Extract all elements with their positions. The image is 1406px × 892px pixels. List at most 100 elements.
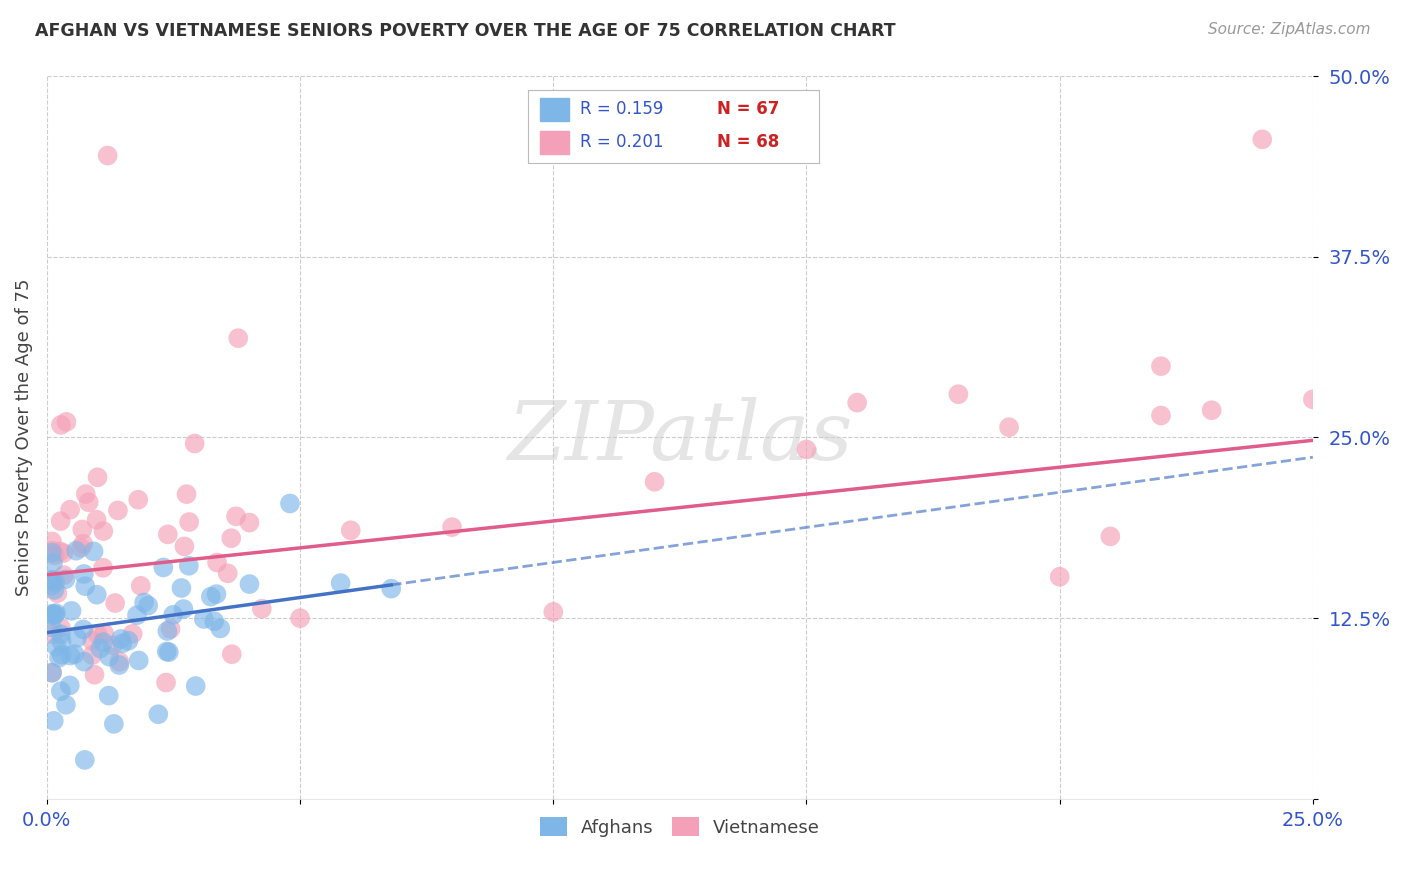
Point [52,568,75,582]
Point [117,633,139,648]
Point [200,590,222,604]
Point [103,717,125,731]
Point [63,647,86,661]
Point [42,714,65,728]
Point [75,579,97,593]
Point [87,627,110,641]
Point [60,604,83,618]
Point [136,599,159,613]
Point [238,577,260,591]
Point [221,647,243,661]
Point [73,566,96,581]
Point [44,582,66,597]
Point [1201,403,1223,417]
Point [55,698,77,712]
Point [129,579,152,593]
Point [59,502,82,516]
Point [101,638,124,652]
Point [41,534,63,549]
Point [86,588,108,602]
Point [45,640,67,654]
Point [1302,392,1324,407]
Point [148,707,170,722]
Point [1099,529,1122,543]
Point [42,607,65,622]
Point [41,607,63,621]
Point [66,631,89,645]
Point [209,621,232,635]
Point [97,148,120,162]
Point [1251,132,1274,146]
Point [111,636,134,650]
Point [104,596,127,610]
Point [108,655,131,669]
Point [1150,409,1173,423]
Point [155,675,177,690]
Text: ZIPatlas: ZIPatlas [508,398,852,477]
Point [288,611,311,625]
Point [128,653,150,667]
Point [82,648,104,662]
Point [176,487,198,501]
Legend: Afghans, Vietnamese: Afghans, Vietnamese [533,810,827,844]
Point [72,623,94,637]
Point [97,689,120,703]
Point [77,495,100,509]
Point [98,649,121,664]
Point [125,608,148,623]
Point [205,587,228,601]
Point [217,566,239,581]
Point [93,626,115,640]
Point [82,633,104,648]
Y-axis label: Seniors Poverty Over the Age of 75: Seniors Poverty Over the Age of 75 [15,278,32,596]
Text: Source: ZipAtlas.com: Source: ZipAtlas.com [1208,22,1371,37]
Point [86,470,108,484]
Point [156,644,179,658]
Point [108,658,131,673]
Point [179,515,201,529]
Point [93,524,115,538]
Point [380,582,402,596]
Point [184,679,207,693]
Point [173,540,195,554]
Point [162,607,184,622]
Point [948,387,970,401]
Point [225,509,247,524]
Point [41,546,63,560]
Point [796,442,818,457]
Point [156,624,179,638]
Point [41,578,63,592]
Point [121,627,143,641]
Point [152,560,174,574]
Point [41,627,63,641]
Point [41,608,63,623]
Point [41,573,63,587]
Point [59,648,82,663]
Point [73,753,96,767]
Point [75,487,97,501]
Point [49,544,72,558]
Point [51,648,73,662]
Point [46,586,69,600]
Point [51,634,73,648]
Point [49,627,72,641]
Point [55,415,77,429]
Point [440,520,463,534]
Point [59,678,82,692]
Point [998,420,1021,434]
Point [89,641,111,656]
Point [644,475,666,489]
Point [49,417,72,432]
Point [49,514,72,528]
Point [202,614,225,628]
Point [65,543,87,558]
Point [41,665,63,680]
Point [42,556,65,570]
Point [183,436,205,450]
Point [72,523,94,537]
Point [250,601,273,615]
Point [177,558,200,573]
Point [83,544,105,558]
Point [110,632,132,646]
Point [49,620,72,634]
